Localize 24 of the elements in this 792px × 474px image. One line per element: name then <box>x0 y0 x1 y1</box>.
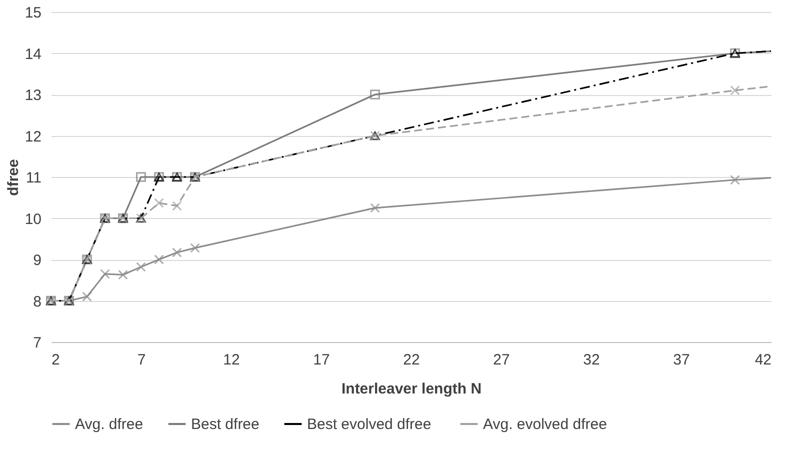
y-tick-label: 11 <box>26 170 42 186</box>
y-tick-label: 7 <box>33 334 42 352</box>
y-tick-label: 9 <box>33 252 42 269</box>
legend-label: Best evolved dfree <box>307 416 432 433</box>
legend-label: Best dfree <box>191 416 260 433</box>
x-tick-label: 22 <box>403 352 420 368</box>
x-tick-label: 32 <box>583 352 600 368</box>
x-tick-label: 27 <box>493 352 510 368</box>
x-tick-label: 42 <box>754 352 772 368</box>
x-tick-label: 12 <box>223 352 240 368</box>
y-axis-title: dfree <box>4 159 22 196</box>
x-tick-label: 17 <box>313 352 330 368</box>
y-tick-label: 10 <box>24 210 42 228</box>
x-tick-label: 37 <box>673 352 690 368</box>
legend-label: Avg. evolved dfree <box>483 416 607 433</box>
x-tick-label: 2 <box>52 352 60 368</box>
x-axis-title: Interleaver length N <box>341 380 482 398</box>
y-tick-label: 12 <box>24 128 42 146</box>
y-tick-label: 13 <box>24 87 42 104</box>
y-tick-label: 14 <box>24 46 42 63</box>
x-tick-label: 7 <box>137 352 146 368</box>
y-tick-label: 15 <box>24 4 42 22</box>
y-tick-label: 8 <box>33 293 42 310</box>
legend-label: Avg. dfree <box>75 416 144 433</box>
